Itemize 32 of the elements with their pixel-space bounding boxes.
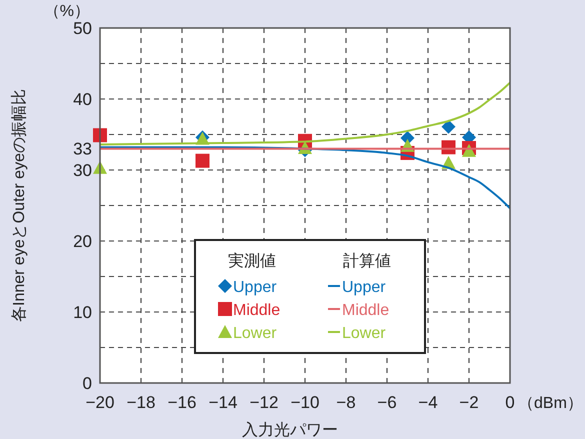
- text: （%）: [44, 3, 90, 20]
- point: [442, 120, 456, 134]
- x-tick-label: −8: [336, 393, 356, 412]
- legend-title: 実測値: [228, 252, 276, 270]
- y-axis-title: 各Inner eyeとOuter eyeの振幅比: [10, 89, 28, 322]
- y-tick-label: 40: [73, 90, 92, 109]
- text: （dBm）: [518, 395, 583, 412]
- x-tick-label: −20: [86, 393, 114, 412]
- y-tick-label: 0: [82, 374, 92, 393]
- x-axis-title: 入力光パワー: [242, 421, 338, 439]
- y-tick-label: 10: [73, 303, 92, 322]
- legend-label: Upper: [342, 279, 386, 296]
- legend-label: Middle: [233, 302, 280, 319]
- annotation: 計算値: [343, 252, 391, 270]
- legend-label: Lower: [342, 325, 386, 342]
- y-tick-label: 33: [73, 140, 92, 159]
- y-tick-label: 20: [73, 232, 92, 251]
- y-tick-label: 50: [73, 19, 92, 38]
- x-tick-label: −10: [290, 393, 320, 412]
- x-tick-label: −4: [418, 393, 438, 412]
- x-tick-label: −14: [208, 393, 238, 412]
- x-tick-label: 0: [505, 393, 515, 412]
- legend-label: Middle: [342, 302, 390, 319]
- x-tick-label: −2: [459, 393, 479, 412]
- y-tick-label: 30: [73, 161, 92, 180]
- x-tick-label: −6: [377, 393, 397, 412]
- x-tick-label: −16: [168, 393, 196, 412]
- x-tick-label: −12: [250, 393, 278, 412]
- legend-label: Upper: [233, 279, 278, 296]
- legend-label: Lower: [233, 325, 278, 342]
- point: [196, 154, 210, 168]
- x-tick-label: −18: [126, 393, 156, 412]
